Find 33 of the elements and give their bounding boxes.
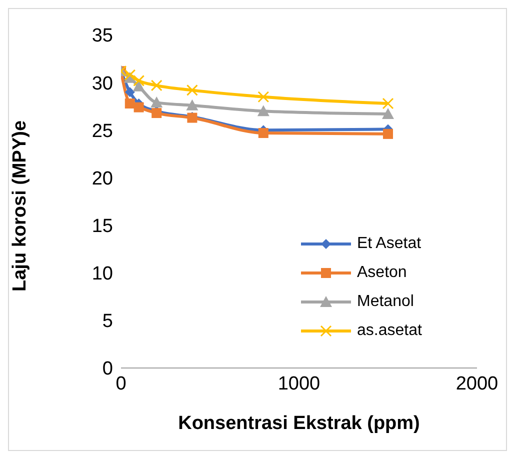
point [382, 108, 394, 119]
x-tick-label: 1000 [278, 373, 320, 394]
point [150, 96, 163, 108]
point [258, 91, 270, 103]
legend-label: Metanol [357, 292, 414, 310]
point [150, 80, 162, 92]
y-tick-label: 15 [92, 216, 113, 238]
x-tick-label: 2000 [456, 373, 498, 394]
point [124, 87, 135, 98]
y-tick-label: 25 [92, 120, 113, 142]
point [257, 105, 270, 116]
point [133, 74, 145, 86]
point [383, 128, 393, 139]
x-axis-title: Konsentrasi Ekstrak (ppm) [178, 413, 420, 434]
legend-label: Et Asetat [357, 234, 422, 252]
point [186, 84, 198, 96]
y-tick-label: 5 [102, 311, 113, 332]
y-tick-label: 10 [92, 264, 113, 285]
point [124, 69, 136, 81]
point [186, 99, 198, 110]
y-axis-title: Laju korosi (MPY)e [10, 120, 31, 292]
y-tick-label: 0 [102, 358, 113, 380]
y-tick-label: 30 [92, 73, 113, 94]
legend-label: Aseton [357, 264, 407, 282]
y-tick-label: 20 [92, 168, 113, 190]
point [382, 98, 394, 110]
point [124, 98, 135, 109]
y-tick-label: 35 [92, 26, 113, 47]
point [258, 128, 268, 138]
legend-label: as.asetat [357, 322, 422, 340]
point [134, 102, 144, 112]
point [132, 80, 145, 92]
x-tick-label: 0 [116, 373, 126, 394]
